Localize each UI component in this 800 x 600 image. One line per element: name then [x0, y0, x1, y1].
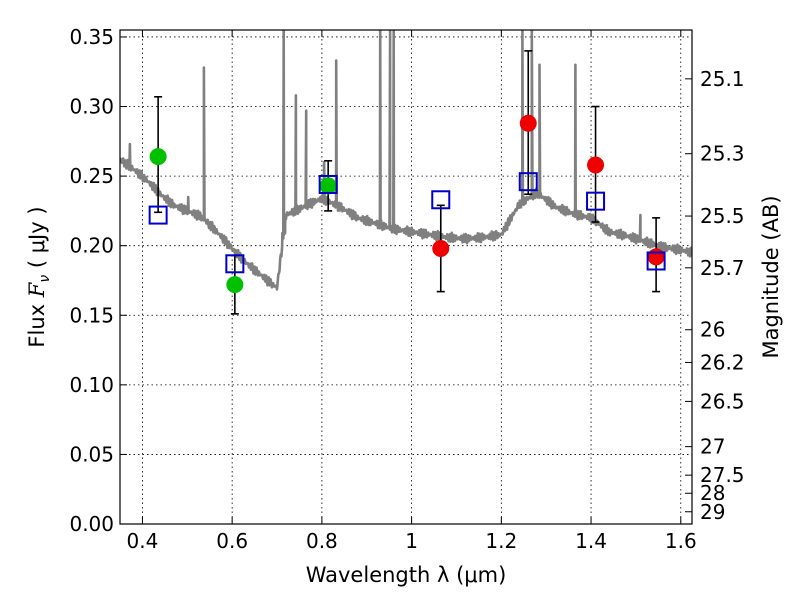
data-point-square: [646, 251, 666, 271]
right-tick-label: 27.5: [700, 463, 745, 487]
data-point-square: [318, 174, 338, 194]
data-point-square: [225, 254, 245, 274]
right-axis-label: Magnitude (AB): [759, 195, 783, 358]
y-axis-label-suffix: ( μJy ): [25, 206, 49, 274]
y-tick-label: 0.15: [69, 303, 114, 327]
y-tick-label: 0.20: [69, 234, 114, 258]
right-tick-label: 28: [700, 481, 725, 505]
data-point-square: [148, 205, 168, 225]
x-axis-label: Wavelength λ (μm): [306, 563, 507, 587]
y-axis-label: Flux Fν ( μJy ): [25, 206, 53, 347]
data-point-square: [431, 190, 451, 210]
right-tick-label: 25.7: [700, 256, 745, 280]
y-axis: 0.00 0.05 0.10 0.15 0.20 0.25 0.30 0.35: [69, 25, 127, 536]
data-point-circle: [319, 177, 337, 195]
y-tick-label: 0.00: [69, 512, 114, 536]
y-axis-label-symbol: F: [25, 281, 49, 298]
y-tick-label: 0.30: [69, 95, 114, 119]
data-point-circle: [519, 114, 537, 132]
plot-background: [120, 30, 692, 524]
right-tick-label: 26: [700, 318, 725, 342]
x-tick-label: 1: [405, 529, 418, 553]
x-tick-label: 1.2: [485, 529, 517, 553]
y-axis-label-prefix: Flux: [25, 297, 49, 347]
right-tick-label: 26.2: [700, 350, 745, 374]
y-tick-label: 0.35: [69, 25, 114, 49]
x-tick-label: 0.6: [216, 529, 248, 553]
plot-frame: [119, 29, 693, 525]
x-tick-label: 0.4: [127, 529, 159, 553]
x-tick-label: 0.8: [306, 529, 338, 553]
data-point-circle: [432, 239, 450, 257]
data-point-circle: [226, 276, 244, 294]
data-point-circle: [149, 148, 167, 166]
right-tick-label: 25.5: [700, 204, 745, 228]
data-point-circle: [647, 248, 665, 266]
right-tick-label: 25.3: [700, 142, 745, 166]
x-tick-label: 1.6: [665, 529, 697, 553]
plot-area: [120, 30, 692, 315]
y-tick-label: 0.25: [69, 164, 114, 188]
x-tick-label: 1.4: [575, 529, 607, 553]
data-point-square: [518, 172, 538, 192]
spectrum-line: [120, 30, 692, 291]
y-axis-label-subscript: ν: [37, 275, 53, 283]
right-tick-label: 27: [700, 435, 725, 459]
right-tick-label: 25.1: [700, 67, 745, 91]
data-point-square: [586, 191, 606, 211]
x-axis: 0.4 0.6 0.8 1 1.2 1.4 1.6: [127, 30, 697, 553]
right-tick-label: 29: [700, 500, 725, 524]
y-tick-label: 0.05: [69, 442, 114, 466]
y-tick-label: 0.10: [69, 373, 114, 397]
data-point-circle: [587, 156, 605, 174]
right-tick-label: 26.5: [700, 389, 745, 413]
